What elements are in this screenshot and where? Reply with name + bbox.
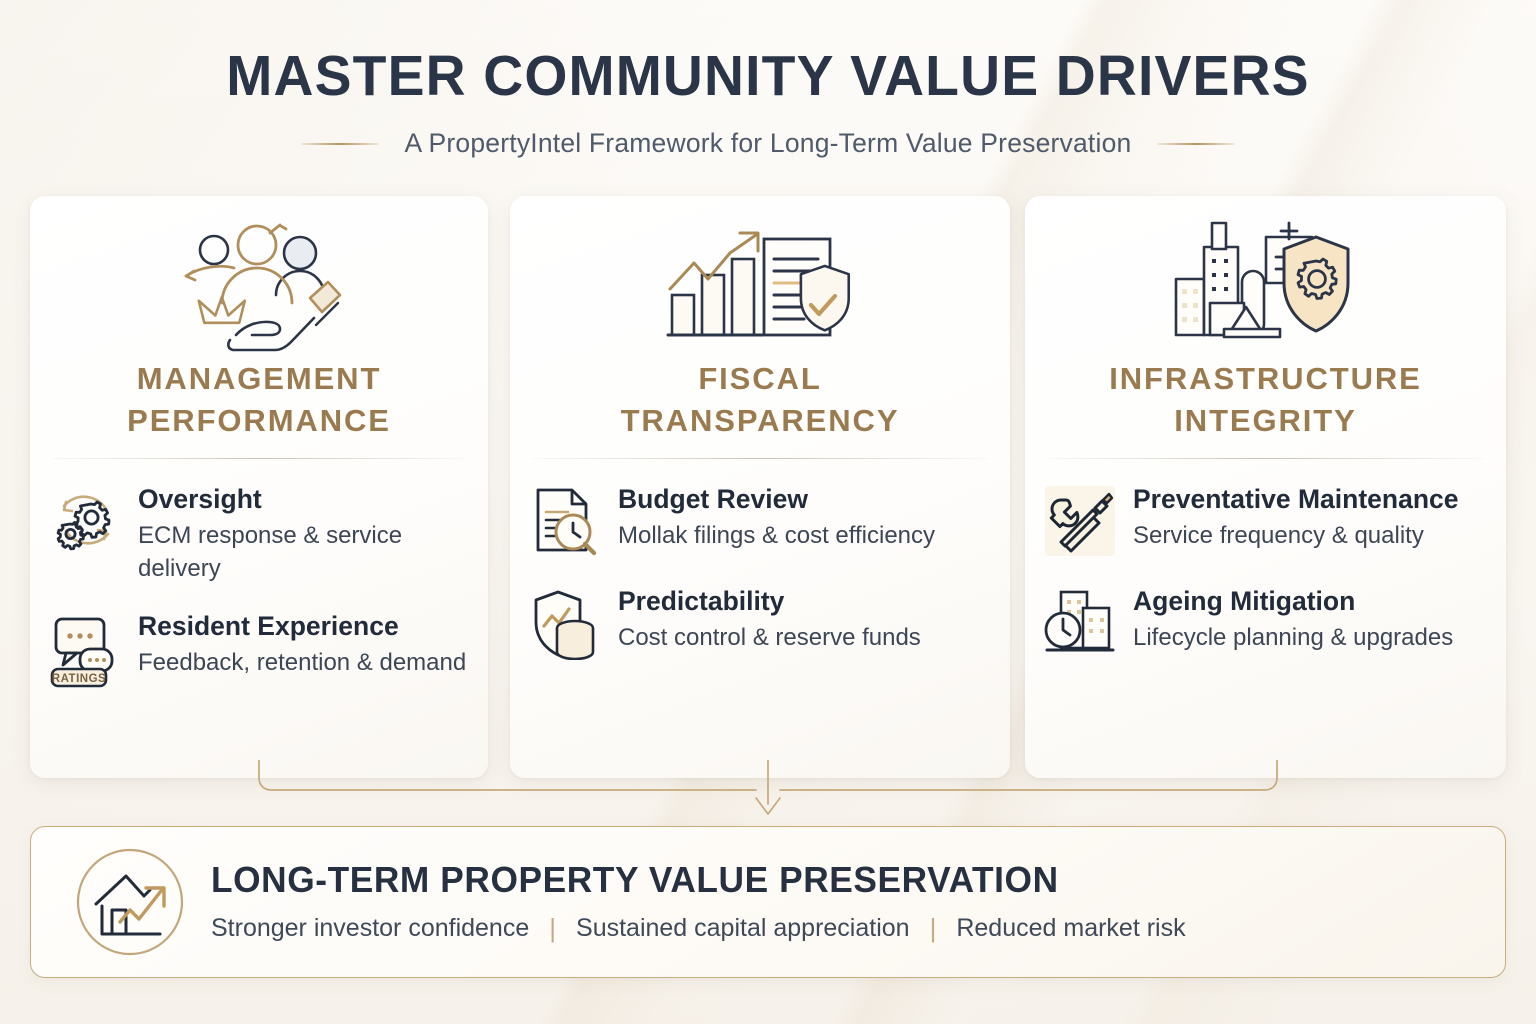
card-divider <box>52 458 466 459</box>
benefits-list: Stronger investor confidence | Sustained… <box>211 913 1465 944</box>
list-item-desc: Cost control & reserve funds <box>618 623 921 651</box>
card-management-performance[interactable]: MANAGEMENT PERFORMANCE <box>30 196 488 778</box>
list-item[interactable]: Predictability Cost control & reserve fu… <box>526 584 992 662</box>
list-item-desc: Mollak filings & cost efficiency <box>618 521 936 549</box>
list-item-desc: Lifecycle planning & upgrades <box>1133 623 1454 651</box>
card-items: Preventative Maintenance Service frequen… <box>1025 482 1506 686</box>
card-heading: MANAGEMENT PERFORMANCE <box>30 358 488 442</box>
document-magnifier-clock-icon <box>526 482 604 560</box>
benefit-separator: | <box>929 912 937 943</box>
people-star-hand-icon <box>30 214 488 360</box>
list-item-text: Predictability Cost control & reserve fu… <box>618 584 992 662</box>
list-item-title: Oversight <box>138 484 262 514</box>
list-item[interactable]: Oversight ECM response & service deliver… <box>46 482 470 585</box>
svg-text:RATINGS: RATINGS <box>52 673 106 685</box>
list-item[interactable]: RATINGS Resident Experience Feedback, re… <box>46 609 470 688</box>
subtitle-rule-left <box>300 142 379 145</box>
shield-coins-trend-icon <box>526 584 604 662</box>
list-item-text: Oversight ECM response & service deliver… <box>138 482 470 585</box>
benefit-item: Sustained capital appreciation <box>576 913 910 942</box>
card-heading-line1: MANAGEMENT <box>136 361 382 396</box>
chat-ratings-icon: RATINGS <box>46 609 124 688</box>
card-heading-line2: INTEGRITY <box>1174 403 1357 439</box>
card-heading: INFRASTRUCTURE INTEGRITY <box>1025 358 1506 442</box>
card-heading-line1: FISCAL <box>698 361 822 396</box>
benefit-item: Stronger investor confidence <box>211 913 530 942</box>
card-heading-line2: PERFORMANCE <box>127 403 391 439</box>
banner-text: LONG-TERM PROPERTY VALUE PRESERVATION St… <box>189 860 1465 943</box>
list-item[interactable]: Ageing Mitigation Lifecycle planning & u… <box>1041 584 1488 662</box>
list-item-title: Preventative Maintenance <box>1133 484 1459 514</box>
list-item-text: Budget Review Mollak filings & cost effi… <box>618 482 992 560</box>
benefit-item: Reduced market risk <box>956 913 1186 942</box>
wrench-screwdriver-icon <box>1041 482 1119 560</box>
page-subtitle: A PropertyIntel Framework for Long-Term … <box>404 128 1132 158</box>
card-fiscal-transparency[interactable]: FISCAL TRANSPARENCY <box>510 196 1010 778</box>
list-item-text: Resident Experience Feedback, retention … <box>138 609 470 687</box>
card-heading: FISCAL TRANSPARENCY <box>510 358 1010 442</box>
list-item-title: Resident Experience <box>138 611 399 642</box>
gears-refresh-icon <box>46 482 124 560</box>
outcome-banner[interactable]: LONG-TERM PROPERTY VALUE PRESERVATION St… <box>30 826 1506 978</box>
banner-title: LONG-TERM PROPERTY VALUE PRESERVATION <box>211 859 1059 901</box>
page-title: MASTER COMMUNITY VALUE DRIVERS <box>226 44 1310 108</box>
list-item-desc: ECM response & service delivery <box>138 521 403 582</box>
card-divider <box>1047 458 1484 459</box>
growth-house-arrow-circle-icon <box>71 843 189 961</box>
list-item-title: Predictability <box>618 586 785 616</box>
list-item-desc: Feedback, retention & demand <box>138 648 467 676</box>
subtitle-row: A PropertyIntel Framework for Long-Term … <box>0 128 1536 159</box>
list-item[interactable]: Preventative Maintenance Service frequen… <box>1041 482 1488 560</box>
list-item-text: Ageing Mitigation Lifecycle planning & u… <box>1133 584 1488 662</box>
list-item[interactable]: Budget Review Mollak filings & cost effi… <box>526 482 992 560</box>
card-items: Oversight ECM response & service deliver… <box>30 482 488 711</box>
card-heading-line2: TRANSPARENCY <box>620 403 900 439</box>
city-buildings-shield-gear-icon <box>1025 214 1506 360</box>
list-item-title: Budget Review <box>618 484 808 514</box>
list-item-text: Preventative Maintenance Service frequen… <box>1133 482 1488 560</box>
benefit-separator: | <box>549 912 557 943</box>
subtitle-rule-right <box>1157 142 1236 145</box>
card-heading-line1: INFRASTRUCTURE <box>1109 361 1422 396</box>
list-item-title: Ageing Mitigation <box>1133 586 1356 616</box>
card-items: Budget Review Mollak filings & cost effi… <box>510 482 1010 686</box>
card-infrastructure-integrity[interactable]: INFRASTRUCTURE INTEGRITY <box>1025 196 1506 778</box>
clock-buildings-icon <box>1041 584 1119 662</box>
list-item-desc: Service frequency & quality <box>1133 521 1424 549</box>
card-divider <box>532 458 988 459</box>
bar-chart-document-shield-icon <box>510 214 1010 360</box>
